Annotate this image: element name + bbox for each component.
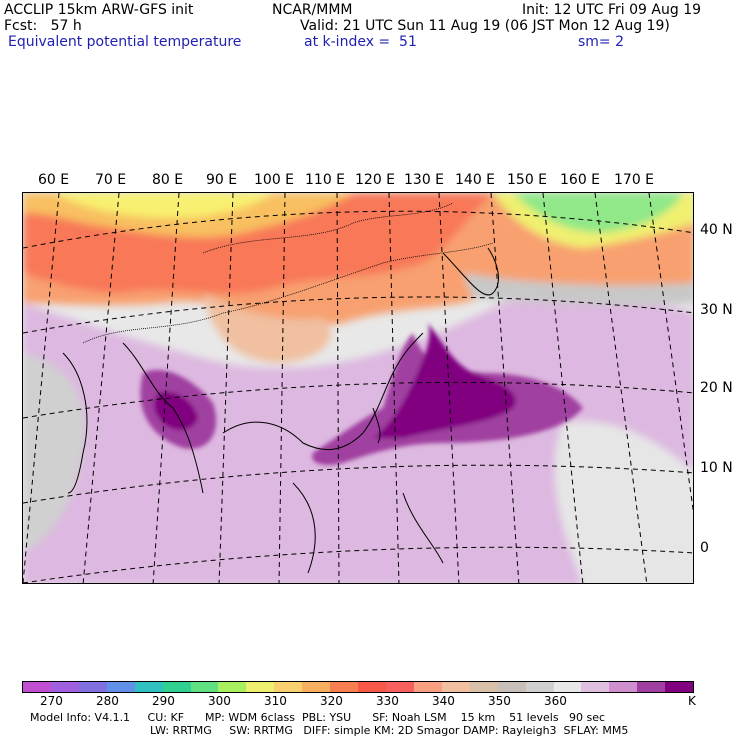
- valid-time: Valid: 21 UTC Sun 11 Aug 19 (06 JST Mon …: [300, 18, 670, 34]
- map-panel: [22, 192, 694, 584]
- longitude-lines: [23, 193, 693, 583]
- init-time: Init: 12 UTC Fri 09 Aug 19: [522, 2, 702, 18]
- colorbar-swatch: [302, 682, 331, 692]
- lat-label-20n: 20 N: [700, 380, 733, 396]
- lon-label-60e: 60 E: [38, 172, 70, 188]
- lon-label-70e: 70 E: [95, 172, 127, 188]
- colorbar-label: 320: [320, 694, 343, 708]
- colorbar-label: 360: [544, 694, 567, 708]
- colorbar-swatch: [469, 682, 498, 692]
- colorbar-label: 300: [208, 694, 231, 708]
- colorbar-swatch: [23, 682, 51, 692]
- colorbar-swatch: [497, 682, 526, 692]
- lat-label-40n: 40 N: [700, 222, 733, 238]
- lon-label-110e: 110 E: [305, 172, 346, 188]
- model-title: ACCLIP 15km ARW-GFS init: [4, 2, 194, 18]
- smoothing-label: sm= 2: [578, 34, 625, 50]
- lon-label-130e: 130 E: [404, 172, 445, 188]
- lat-label-10n: 10 N: [700, 460, 733, 476]
- lon-label-120e: 120 E: [355, 172, 396, 188]
- colorbar-swatch: [78, 682, 107, 692]
- colorbar-swatch: [162, 682, 191, 692]
- coastlines: [62, 247, 499, 574]
- model-info-line1: Model Info: V4.1.1 CU: KF MP: WDM 6class…: [30, 711, 606, 724]
- country-borders: [82, 202, 494, 344]
- japan-band: [463, 273, 693, 306]
- colorbar-swatch: [50, 682, 79, 692]
- colorbar-label: 340: [432, 694, 455, 708]
- colorbar-swatch: [637, 682, 666, 692]
- colorbar-label: 270: [40, 694, 63, 708]
- colorbar-swatch: [246, 682, 275, 692]
- level-label: at k-index = 51: [304, 34, 417, 50]
- colorbar-swatch: [609, 682, 638, 692]
- institution-label: NCAR/MMM: [272, 2, 353, 18]
- colorbar-swatch: [553, 682, 582, 692]
- india-dry-region: [23, 353, 85, 553]
- colorbar-swatch: [190, 682, 219, 692]
- lon-label-80e: 80 E: [152, 172, 184, 188]
- pacific-dry-region: [554, 421, 693, 583]
- forecast-hour: Fcst: 57 h: [4, 18, 82, 34]
- colorbar-swatch: [218, 682, 247, 692]
- field-name: Equivalent potential temperature: [8, 34, 242, 50]
- colorbar-swatch: [525, 682, 554, 692]
- theta-e-field-map: [23, 193, 693, 583]
- colorbar-label: K: [688, 694, 696, 708]
- colorbar-swatch: [385, 682, 414, 692]
- colorbar-label: 290: [152, 694, 175, 708]
- colorbar-label: 310: [264, 694, 287, 708]
- lon-label-140e: 140 E: [455, 172, 496, 188]
- colorbar-label: 350: [488, 694, 511, 708]
- lat-label-0: 0: [700, 540, 709, 556]
- latitude-lines: [23, 210, 693, 583]
- lat-label-30n: 30 N: [700, 302, 733, 318]
- colorbar-swatch: [665, 682, 694, 692]
- colorbar-swatch: [413, 682, 442, 692]
- northern-cooler-band: [53, 193, 273, 218]
- colorbar: [22, 681, 694, 693]
- colorbar-swatch: [274, 682, 303, 692]
- lon-label-150e: 150 E: [507, 172, 548, 188]
- colorbar-swatch: [330, 682, 359, 692]
- lon-label-170e: 170 E: [614, 172, 655, 188]
- pacific-convection-core: [373, 323, 516, 438]
- colorbar-label: 280: [96, 694, 119, 708]
- colorbar-label: 330: [376, 694, 399, 708]
- colorbar-swatch: [358, 682, 386, 692]
- lon-label-160e: 160 E: [560, 172, 601, 188]
- model-info-line2: LW: RRTMG SW: RRTMG DIFF: simple KM: 2D …: [150, 724, 629, 737]
- colorbar-swatch: [441, 682, 470, 692]
- colorbar-swatch: [134, 682, 163, 692]
- lon-label-100e: 100 E: [254, 172, 295, 188]
- lon-label-90e: 90 E: [206, 172, 238, 188]
- colorbar-swatch: [106, 682, 135, 692]
- colorbar-swatch: [581, 682, 610, 692]
